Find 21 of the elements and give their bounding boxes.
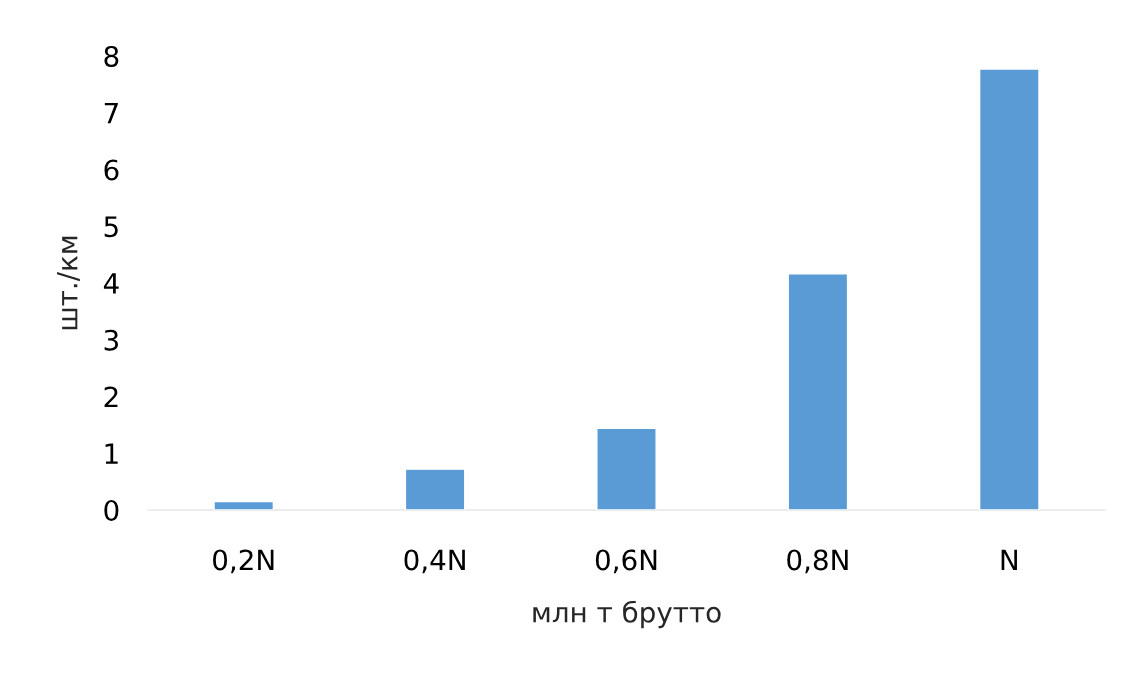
bar: [978, 68, 1040, 510]
x-tick-label: 0,4N: [404, 549, 465, 574]
x-tick-label: 0,8N: [787, 549, 848, 574]
x-tick-label: 0,6N: [595, 549, 657, 574]
x-tick-label: 0,2N: [213, 549, 274, 574]
y-tick-label: 8: [104, 45, 119, 67]
bar: [404, 468, 466, 510]
y-tick-label: 5: [104, 216, 118, 238]
bar: [787, 273, 849, 510]
y-axis-title: шт./км: [57, 236, 80, 330]
y-tick-label: 1: [105, 443, 118, 464]
y-tick-label: 7: [104, 103, 118, 124]
y-tick-label: 6: [104, 159, 119, 181]
x-axis-title: млн т брутто: [533, 600, 721, 629]
y-tick-label: 3: [104, 329, 118, 351]
x-tick-label: N: [1001, 549, 1017, 570]
bar: [596, 427, 657, 510]
y-tick-label: 0: [104, 499, 119, 521]
bar: [213, 500, 275, 510]
y-tick-label: 4: [103, 273, 119, 294]
y-tick-label: 2: [104, 386, 118, 408]
